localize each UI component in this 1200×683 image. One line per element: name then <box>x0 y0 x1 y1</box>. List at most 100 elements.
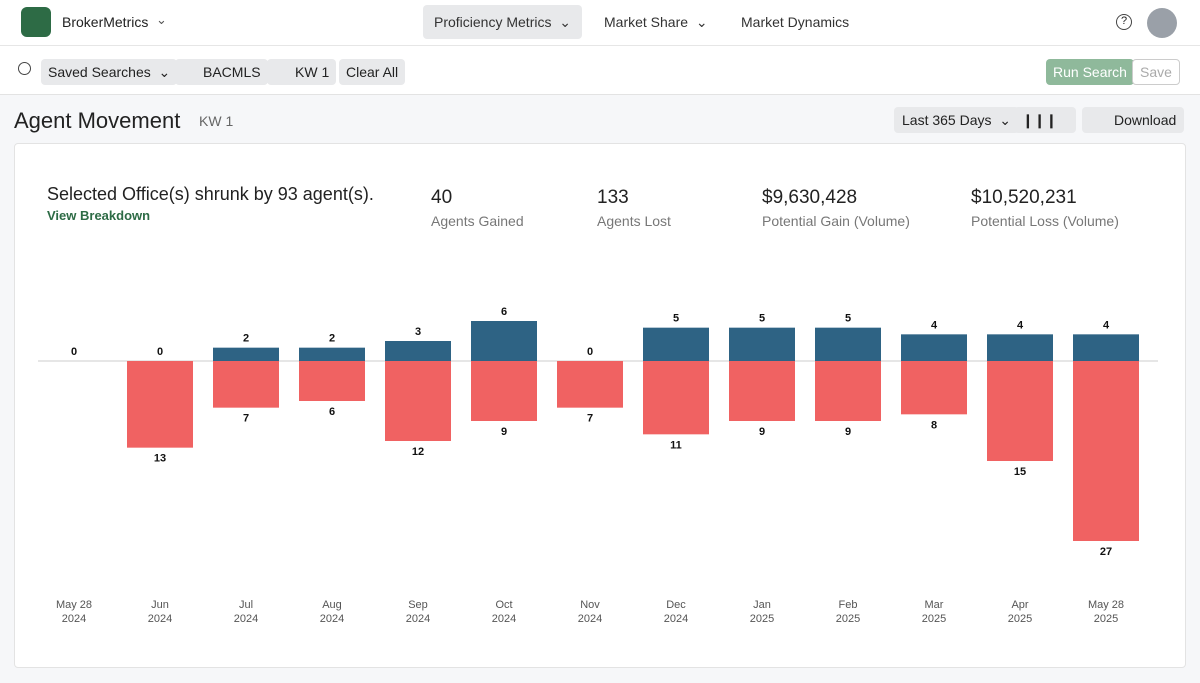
bar <box>299 347 365 361</box>
x-tick-label: Jun 2024 <box>148 599 172 625</box>
value-label: 13 <box>154 453 166 465</box>
bar <box>1073 334 1139 361</box>
value-label: 9 <box>759 426 765 438</box>
top-bar: BrokerMetrics ⌄ Proficiency Metrics ⌄ Ma… <box>0 0 1200 46</box>
search-bar: Saved Searches ⌄ BACMLS KW 1 Clear All R… <box>0 46 1200 95</box>
bar <box>815 327 881 361</box>
x-tick-label: Apr 2025 <box>1008 599 1032 625</box>
bar <box>729 361 795 421</box>
brand[interactable]: BrokerMetrics <box>62 14 149 30</box>
bar <box>385 341 451 361</box>
bar <box>643 361 709 435</box>
chip[interactable]: KW 1 <box>267 59 337 85</box>
bar <box>901 361 967 415</box>
bar <box>471 361 537 421</box>
x-tick-label: Jul 2024 <box>234 599 258 625</box>
value-label: 6 <box>329 406 335 418</box>
x-tick-label: Nov 2024 <box>578 599 602 625</box>
value-label: 7 <box>587 413 593 425</box>
bar <box>127 361 193 448</box>
saved-label: Saved Searches <box>48 64 151 80</box>
stat-label: Potential Loss (Volume) <box>971 213 1119 229</box>
search-icon[interactable] <box>18 62 31 75</box>
x-tick-label: Sep 2024 <box>406 599 430 625</box>
brand-caret: ⌄ <box>156 12 167 27</box>
bar <box>385 361 451 441</box>
stat-value: $9,630,428 <box>762 187 858 208</box>
value-label: 11 <box>670 439 682 451</box>
stat-label: Agents Lost <box>597 213 671 229</box>
tab-label: Proficiency Metrics <box>434 14 552 30</box>
value-label: 5 <box>759 313 765 325</box>
stat: 133 Agents Lost <box>597 187 671 229</box>
x-tick-label: Feb 2025 <box>836 599 860 625</box>
value-label: 27 <box>1100 546 1112 558</box>
view-breakdown[interactable]: View Breakdown <box>47 208 151 223</box>
columns-select[interactable]: ❙❙❙ ⌄ <box>1014 107 1076 154</box>
summary: Selected Office(s) shrunk by 93 agent(s)… <box>47 184 374 204</box>
value-label: 4 <box>1103 319 1110 331</box>
saved-searches[interactable]: Saved Searches ⌄ <box>41 59 178 85</box>
tab-label: Market Share <box>604 14 689 30</box>
bar <box>1073 361 1139 541</box>
tab[interactable]: Market Share ⌄ <box>604 14 708 30</box>
bar <box>901 334 967 361</box>
range-select[interactable]: Last 365 Days ⌄ <box>894 107 1020 133</box>
stat: $10,520,231 Potential Loss (Volume) <box>971 187 1119 229</box>
chip[interactable]: BACMLS <box>175 59 268 85</box>
tab[interactable]: Proficiency Metrics ⌄ <box>423 5 582 39</box>
bar <box>643 327 709 361</box>
value-label: 5 <box>673 313 679 325</box>
tab[interactable]: Market Dynamics <box>730 5 860 39</box>
value-label: 0 <box>587 346 593 358</box>
stat-label: Potential Gain (Volume) <box>762 213 910 229</box>
value-label: 15 <box>1014 466 1026 478</box>
chip-label: KW 1 <box>295 64 330 80</box>
logo[interactable] <box>21 7 51 37</box>
x-tick-label: Oct 2024 <box>492 599 516 625</box>
value-label: 3 <box>415 326 421 338</box>
avatar[interactable] <box>1147 8 1177 38</box>
save[interactable]: Save <box>1132 59 1180 85</box>
x-tick-label: Mar 2025 <box>922 599 946 625</box>
stat-value: $10,520,231 <box>971 187 1077 208</box>
value-label: 8 <box>931 419 937 431</box>
value-label: 9 <box>845 426 851 438</box>
bar <box>729 327 795 361</box>
bar <box>987 334 1053 361</box>
stat: 40 Agents Gained <box>431 187 524 229</box>
bar <box>987 361 1053 461</box>
stat-label: Agents Gained <box>431 213 524 229</box>
stat: $9,630,428 Potential Gain (Volume) <box>762 187 910 229</box>
run-search[interactable]: Run Search <box>1046 59 1134 85</box>
range-label: Last 365 Days <box>902 112 992 128</box>
tab-label: Market Dynamics <box>741 14 850 30</box>
bar <box>815 361 881 421</box>
bar <box>299 361 365 401</box>
stat-value: 40 <box>431 187 453 208</box>
page-title: Agent Movement <box>14 108 181 133</box>
x-tick-label: May 28 2025 <box>1088 599 1124 625</box>
clear-all[interactable]: Clear All <box>339 59 406 85</box>
value-label: 2 <box>329 333 335 345</box>
value-label: 5 <box>845 313 851 325</box>
value-label: 0 <box>157 346 163 358</box>
page-subtitle: KW 1 <box>199 113 234 129</box>
bar <box>471 321 537 361</box>
x-tick-label: Jan 2025 <box>750 599 774 625</box>
stat-value: 133 <box>597 187 629 208</box>
value-label: 2 <box>243 333 249 345</box>
value-label: 4 <box>931 319 938 331</box>
x-tick-label: Dec 2024 <box>664 599 688 625</box>
x-tick-label: May 28 2024 <box>56 599 92 625</box>
x-tick-label: Aug 2024 <box>320 599 344 625</box>
value-label: 0 <box>71 346 77 358</box>
value-label: 9 <box>501 426 507 438</box>
download[interactable]: Download <box>1082 107 1185 133</box>
bar <box>557 361 623 408</box>
value-label: 4 <box>1017 319 1024 331</box>
help-icon[interactable]: ? <box>1116 14 1132 30</box>
value-label: 12 <box>412 446 424 458</box>
